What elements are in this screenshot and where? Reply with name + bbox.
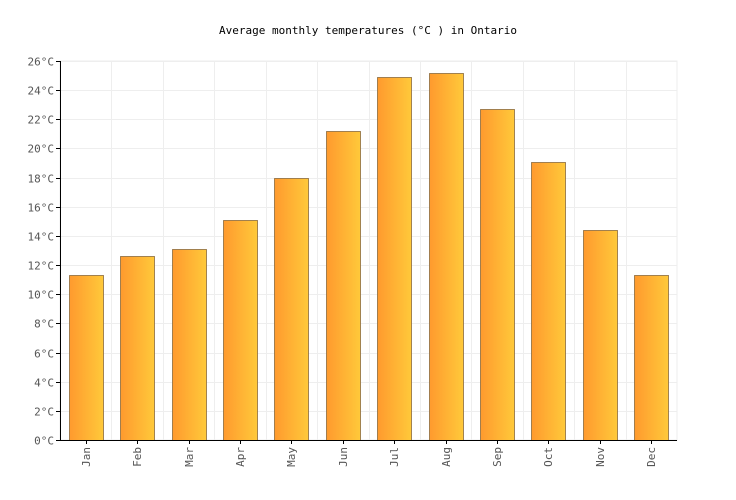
bar-nov	[583, 230, 618, 441]
x-tick-label: Nov	[594, 447, 607, 467]
chart-title: Average monthly temperatures (°C ) in On…	[218, 24, 517, 37]
y-tick-label: 24°C	[28, 85, 55, 98]
y-tick-labels: 0°C 2°C 4°C 6°C 8°C 10°C 12°C 14°C 16°C 18°C 20°C 2…	[28, 56, 55, 448]
x-tick-label: Sep	[491, 447, 504, 467]
bar-apr	[223, 220, 258, 441]
x-tick-label: Aug	[440, 447, 453, 467]
x-tick-label: Feb	[131, 447, 144, 467]
grid-lines	[59, 60, 678, 441]
y-tick-label: 8°C	[34, 318, 54, 331]
y-tick-label: 14°C	[28, 231, 55, 244]
bar-jan	[69, 275, 104, 441]
x-tick-label: Jan	[80, 447, 93, 467]
y-tick-label: 0°C	[34, 435, 54, 448]
y-tick-label: 10°C	[28, 289, 55, 302]
y-tick-label: 16°C	[28, 202, 55, 215]
x-tick-labels: Jan Feb Mar Apr May Jun Jul Aug Sep Oct Nov Dec	[80, 447, 658, 467]
bar-oct	[531, 162, 566, 441]
bar-aug	[429, 73, 464, 441]
bars	[69, 73, 669, 441]
x-tick-label: May	[285, 447, 298, 467]
y-tick-label: 18°C	[28, 173, 55, 186]
bar-sep	[480, 109, 515, 441]
y-tick-label: 20°C	[28, 143, 55, 156]
bar-dec	[634, 275, 669, 441]
x-tick-label: Jul	[388, 447, 401, 467]
y-tick-label: 6°C	[34, 348, 54, 361]
x-tick-label: Apr	[234, 447, 247, 467]
x-tick-label: Jun	[337, 447, 350, 467]
bar-jun	[326, 131, 361, 441]
axes	[56, 61, 677, 444]
y-tick-label: 22°C	[28, 114, 55, 127]
bar-jul	[377, 77, 412, 441]
x-tick-label: Oct	[542, 447, 555, 467]
bar-mar	[172, 249, 207, 441]
bar-feb	[120, 256, 155, 441]
y-tick-label: 26°C	[28, 56, 55, 69]
x-tick-label: Dec	[645, 447, 658, 467]
y-tick-label: 4°C	[34, 377, 54, 390]
bar-may	[274, 178, 309, 441]
y-tick-label: 2°C	[34, 406, 54, 419]
y-tick-label: 12°C	[28, 260, 55, 273]
x-tick-label: Mar	[183, 447, 196, 467]
